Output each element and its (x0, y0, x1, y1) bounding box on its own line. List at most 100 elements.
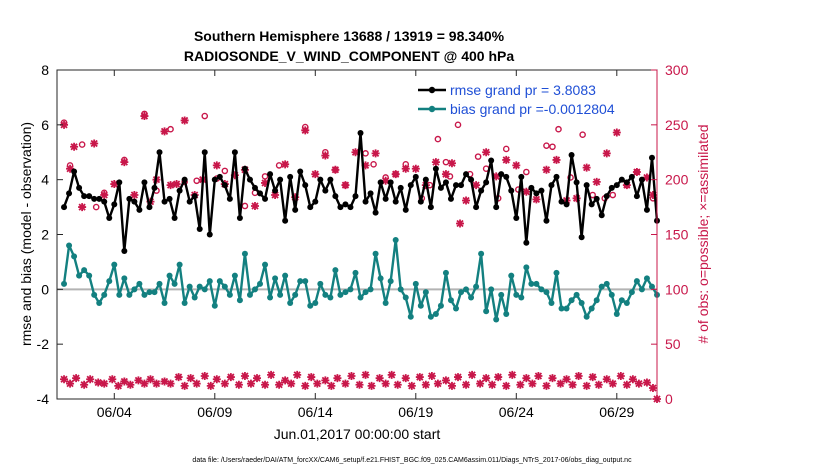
series-bias-point (382, 300, 389, 307)
obs-assimilated-point (78, 203, 87, 212)
x-tick-label: 06/24 (499, 404, 534, 420)
obs-assimilated-point (301, 126, 310, 135)
series-bias-point (442, 269, 449, 276)
obs-count-point (528, 379, 537, 388)
obs-assimilated-point (351, 148, 360, 157)
series-rmse-point (81, 193, 88, 200)
obs-count-point (594, 380, 603, 389)
legend-bias-label: bias grand pr =-0.0012804 (450, 101, 615, 117)
obs-count-point (347, 371, 356, 380)
series-bias-point (503, 311, 510, 318)
series-bias-point (463, 286, 470, 293)
data-file-footer: data file: /Users/raeder/DAI/ATM_forcXX/… (192, 457, 632, 464)
series-bias-point (362, 289, 369, 296)
series-rmse-point (553, 173, 560, 180)
series-rmse-point (478, 187, 485, 194)
series-rmse-point (246, 176, 253, 183)
series-rmse-point (161, 198, 168, 205)
obs-count-point (421, 380, 430, 389)
obs-count-point (180, 381, 189, 390)
series-bias-point (352, 269, 359, 276)
series-bias-point (251, 286, 258, 293)
obs-count-point (476, 379, 485, 388)
obs-count-point (427, 371, 436, 380)
obs-count-point (166, 379, 175, 388)
obs-count-point (108, 375, 117, 384)
y-tick-label: 4 (41, 172, 49, 188)
obs-count-point (321, 376, 330, 385)
series-rmse-point (86, 193, 93, 200)
obs-assimilated-point (482, 148, 491, 157)
y-tick-label-right: 100 (665, 281, 689, 297)
series-rmse-point (302, 182, 309, 189)
series-bias-point (66, 242, 73, 249)
obs-assimilated-point (572, 194, 581, 203)
series-bias-point (483, 308, 490, 315)
series-rmse-point (598, 212, 605, 219)
obs-count-point (608, 379, 617, 388)
x-tick-label: 06/19 (398, 404, 433, 420)
series-rmse-point (96, 195, 103, 202)
y-tick-label-right: 150 (665, 227, 689, 243)
series-rmse-point (372, 209, 379, 216)
obs-count-point (574, 371, 583, 380)
obs-possible-point (555, 125, 562, 133)
obs-count-point (415, 373, 424, 382)
obs-count-point (126, 380, 135, 389)
series-bias-point (357, 294, 364, 301)
series-bias-point (447, 297, 454, 304)
series-rmse-point (493, 204, 500, 211)
series-bias-point (437, 302, 444, 309)
obs-possible-point (370, 161, 377, 168)
series-bias-point (156, 280, 163, 287)
series-bias-point (297, 278, 304, 285)
series-bias-point (342, 289, 349, 296)
obs-possible-point (221, 167, 229, 175)
legend: rmse grand pr = 3.8083 bias grand pr =-0… (414, 78, 652, 118)
series-bias-point (116, 291, 123, 298)
series-rmse-point (452, 182, 459, 189)
obs-assimilated-point (542, 165, 551, 174)
series-rmse-point (518, 173, 525, 180)
obs-count-point (253, 374, 261, 383)
obs-assimilated-point (166, 181, 175, 190)
obs-assimilated-point (100, 191, 109, 200)
obs-count-point (616, 371, 625, 380)
y-tick-label: -4 (37, 391, 50, 407)
series-rmse-point (417, 198, 424, 205)
obs-assimilated-point (291, 193, 300, 202)
obs-count-point (381, 379, 390, 388)
series-rmse-point (166, 195, 173, 202)
obs-possible-point (193, 177, 200, 185)
series-rmse-point (412, 173, 419, 180)
series-bias-point (101, 291, 108, 298)
obs-assimilated-point (582, 163, 591, 172)
series-rmse-point (583, 182, 590, 189)
series-rmse-point (402, 206, 409, 213)
series-rmse-point (282, 217, 289, 224)
obs-count-point (433, 379, 442, 388)
legend-box (414, 78, 652, 118)
obs-count-point (100, 379, 109, 388)
series-bias-point (638, 286, 645, 293)
obs-count-point (602, 375, 611, 384)
obs-count-point (407, 381, 416, 390)
obs-count-point (568, 380, 577, 389)
series-bias-point (332, 267, 339, 274)
series-rmse-point (131, 198, 138, 205)
series-rmse-point (241, 165, 248, 172)
obs-assimilated-point (160, 127, 169, 136)
obs-count-point (522, 374, 531, 383)
series-rmse-point (61, 204, 68, 211)
obs-possible-point (92, 203, 100, 211)
series-bias-point (593, 297, 600, 304)
obs-possible-point (241, 202, 249, 210)
series-rmse-point (91, 195, 98, 202)
obs-assimilated-point (391, 170, 400, 179)
obs-count-point (192, 379, 201, 388)
obs-assimilated-point (261, 178, 270, 187)
series-bias-point (226, 291, 233, 298)
y-tick-label: -2 (37, 336, 50, 352)
series-rmse-point (267, 171, 274, 178)
series-bias-point (302, 278, 309, 285)
